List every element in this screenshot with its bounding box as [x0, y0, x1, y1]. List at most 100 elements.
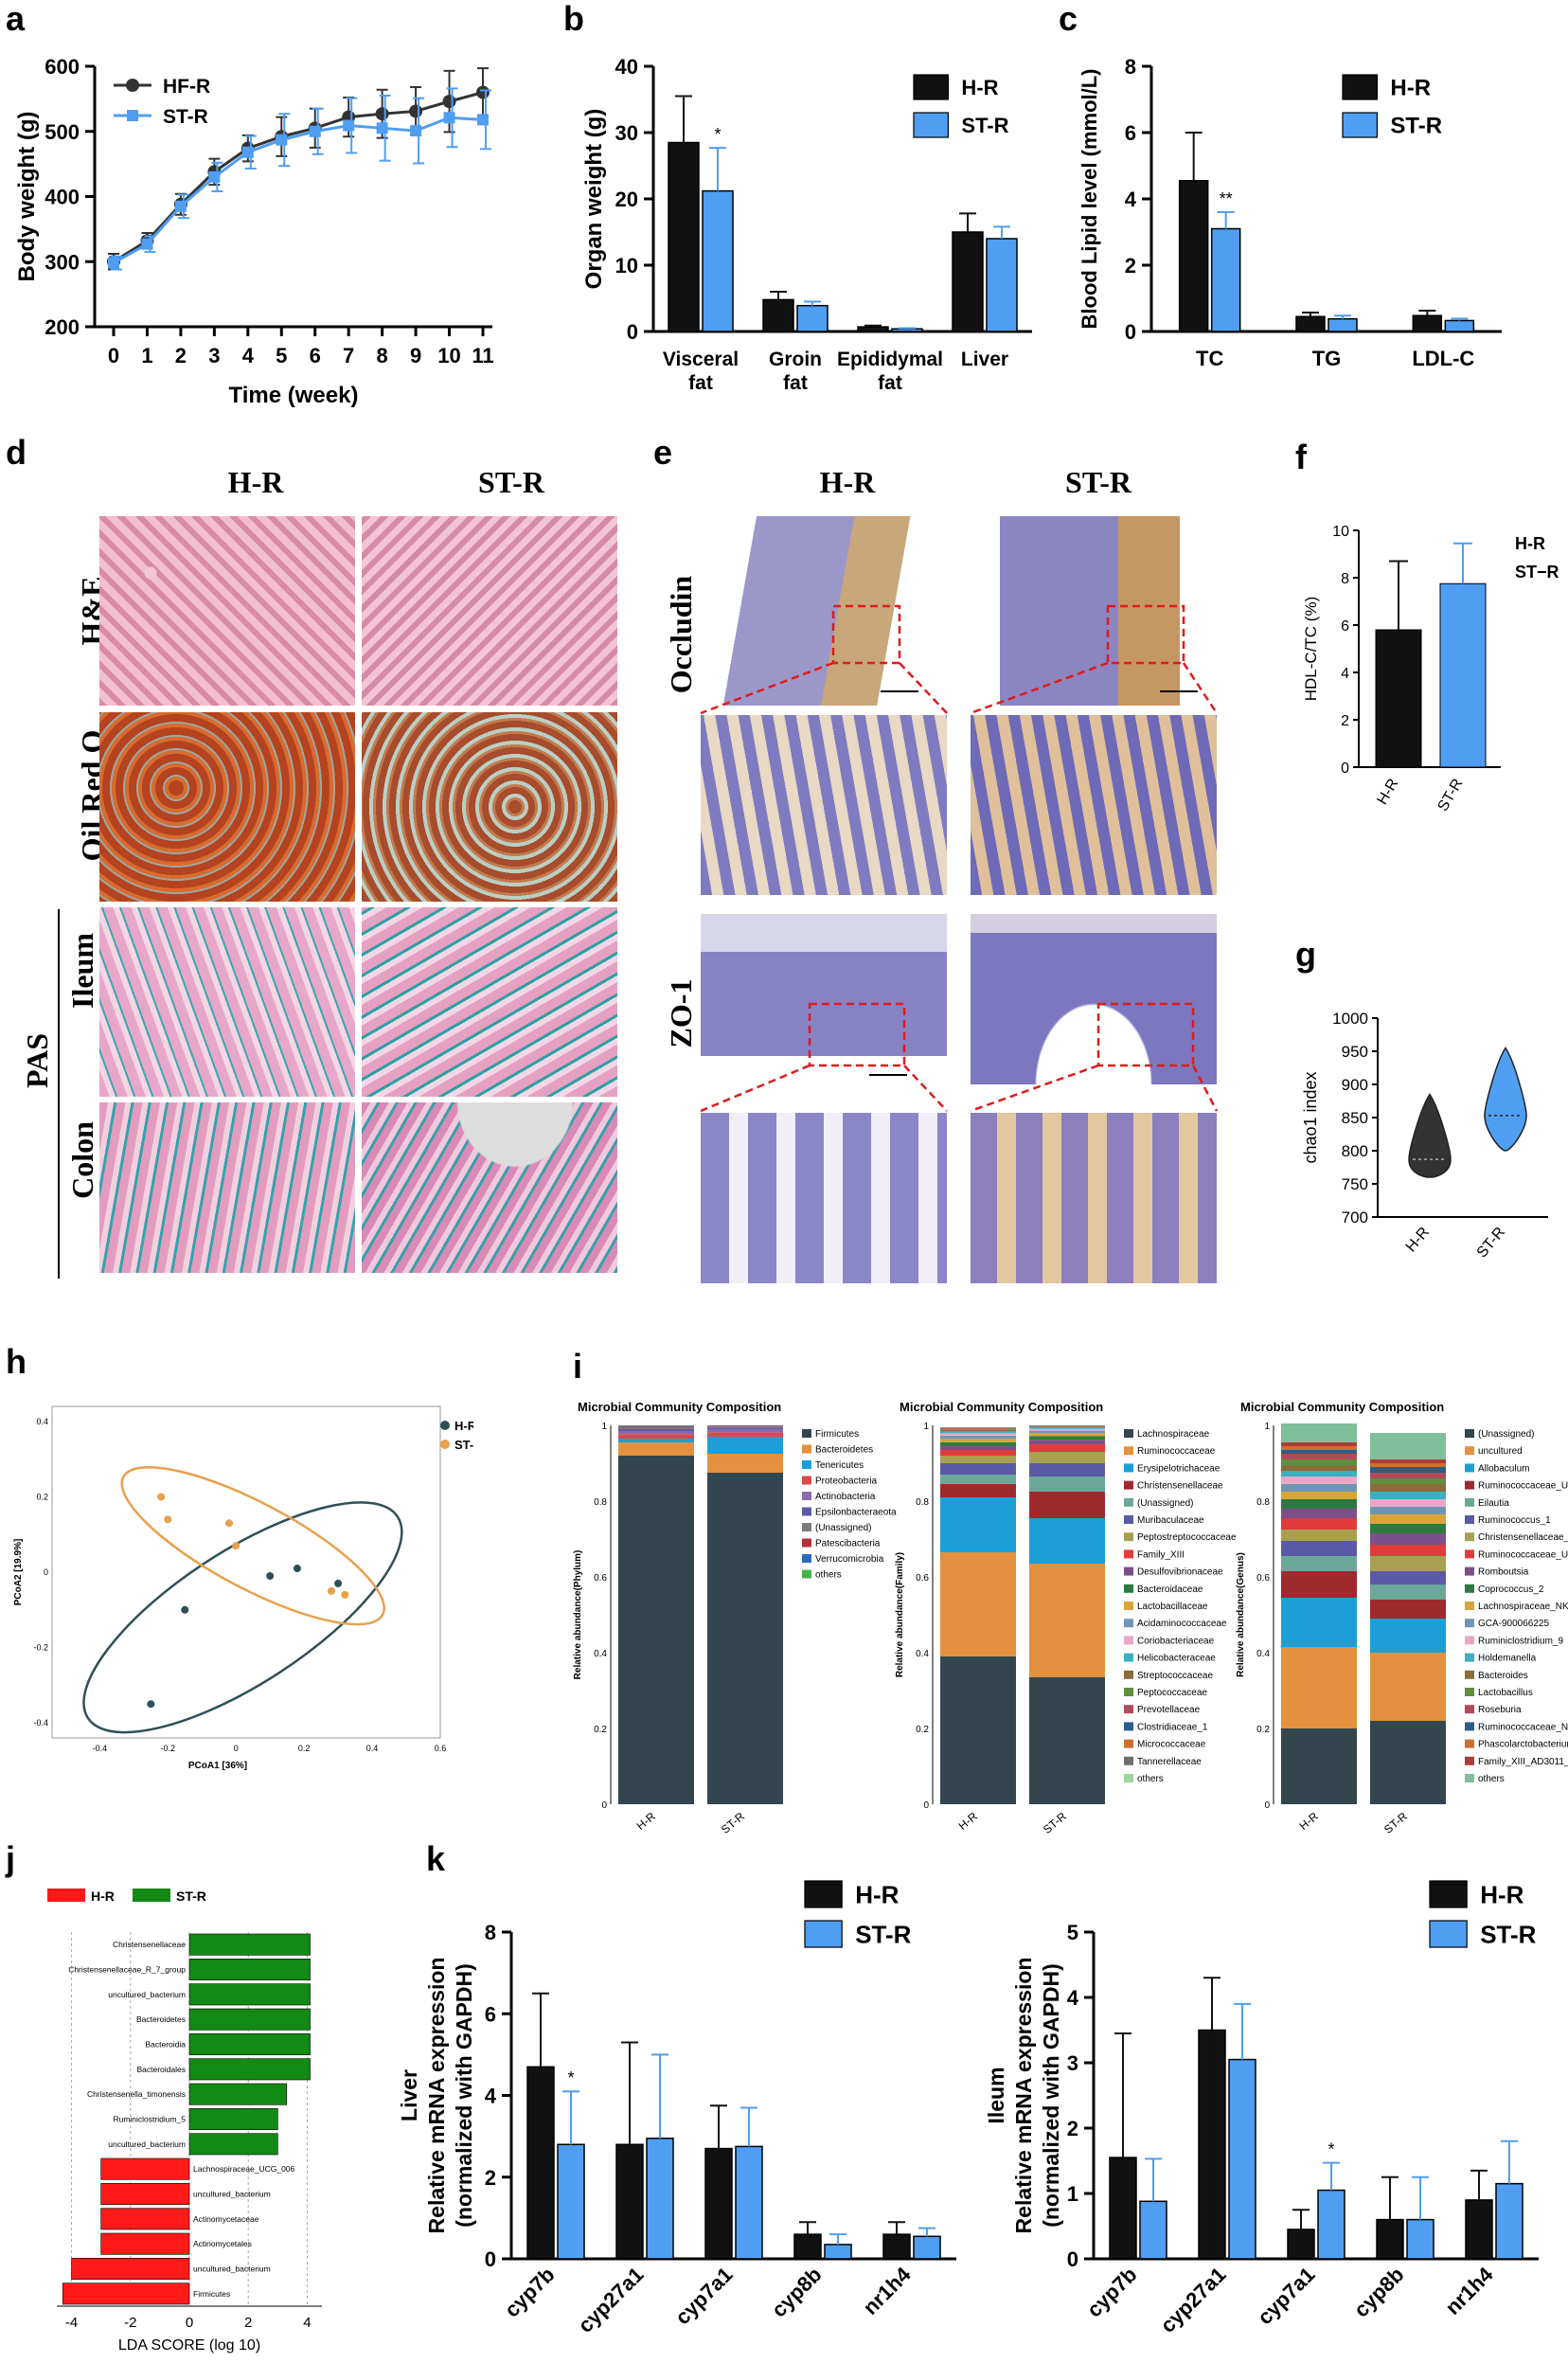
bar-ST-R [796, 304, 829, 332]
y-tick-label: 0 [1067, 2247, 1078, 2271]
legend-label: Eilautia [1478, 1498, 1509, 1509]
stacked-segment [940, 1429, 1016, 1432]
bar-ST-R [702, 189, 734, 332]
bar-H-R [1295, 315, 1326, 332]
legend-marker [440, 1421, 450, 1430]
bar-ST-R [1406, 2218, 1434, 2260]
stacked-segment [940, 1446, 1016, 1450]
x-tick-label: 7 [343, 344, 354, 367]
y-axis-label: Relative mRNA expression [424, 1958, 449, 2234]
chart-a-body-weight: 200 300 400 500 600 0 1 2 3 4 5 6 7 8 9 10 11 Time (week)… [14, 55, 494, 408]
stacked-segment [1370, 1571, 1446, 1584]
y-tick-label: 700 [1342, 1208, 1368, 1226]
y-tick-label: 0 [627, 320, 638, 344]
y-tick-label: 0 [44, 1567, 48, 1577]
stacked-segment [618, 1427, 694, 1429]
stacked-segment [1281, 1571, 1357, 1598]
stacked-segment [940, 1484, 1016, 1497]
stacked-segment [618, 1426, 694, 1428]
legend-swatch-H-R [1342, 74, 1379, 100]
bar-H-R [952, 231, 984, 332]
legend-label: Lactobacillaceae [1137, 1602, 1208, 1612]
bar-ST-R [986, 238, 1018, 332]
chart-b-organ-weight: 0 10 20 30 40 * Visceral fat Groin fat Epididymal f… [581, 55, 1032, 394]
legend-swatch [1465, 1497, 1474, 1507]
data-point-H-R [147, 1700, 155, 1709]
histology-e-row-occludin: Occludin [664, 576, 698, 694]
x-category-label: ST-R [1435, 777, 1467, 815]
legend-label: Tannerellaceae [1137, 1757, 1202, 1767]
legend-label: Micrococcaceae [1137, 1740, 1206, 1750]
y-tick-label: 3 [1067, 2051, 1078, 2075]
stacked-segment [1370, 1507, 1446, 1514]
legend-label: Actinobacteria [815, 1492, 876, 1502]
stacked-segment [940, 1456, 1016, 1463]
legend-swatch [1124, 1463, 1133, 1473]
plot-frame [51, 1405, 441, 1739]
legend-label: H-R [1480, 1880, 1523, 1908]
legend-swatch [1124, 1497, 1133, 1507]
legend-label: others [1478, 1774, 1505, 1784]
x-category-label: H-R [1375, 777, 1402, 808]
stacked-segment [940, 1450, 1016, 1456]
y-tick-label: 2 [1125, 254, 1136, 277]
data-point-HF-R [375, 107, 389, 121]
legend-label: Romboutsia [1478, 1567, 1529, 1578]
stacked-segment [1029, 1428, 1105, 1431]
legend-marker [127, 110, 138, 121]
x-category-label: nr1h4 [1440, 2262, 1498, 2319]
x-tick-label: 0.4 [366, 1744, 379, 1753]
y-tick-label: 0.6 [1256, 1573, 1270, 1584]
oilred-image-str [362, 712, 617, 902]
legend-swatch-ST-R [913, 112, 950, 138]
panel-letter-h: h [6, 1342, 27, 1381]
x-category-label: Liver [961, 349, 1008, 370]
legend-swatch [1465, 1722, 1474, 1731]
x-tick-label: 8 [377, 344, 388, 367]
y-tick-label: 1 [1264, 1422, 1270, 1432]
legend-swatch [1465, 1446, 1474, 1456]
legend-label: Patescibacteria [815, 1539, 881, 1549]
chart-title: Microbial Community Composition [1240, 1400, 1444, 1414]
lda-bar [188, 2008, 311, 2031]
oilred-image-hr [99, 712, 355, 902]
x-tick-label: 11 [472, 344, 493, 367]
chart-j-lda: H-R ST-R -4 -2 0 2 4 LDA SCORE (log 10) Christen… [47, 1889, 322, 2354]
stacked-segment [707, 1426, 783, 1428]
legend-swatch [1124, 1532, 1133, 1542]
y-tick-label: 400 [45, 186, 80, 209]
panel-letter-f: f [1295, 438, 1308, 476]
legend-label: Bacteroidaceae [1137, 1584, 1203, 1595]
stacked-segment [618, 1439, 694, 1442]
legend-label: ST-R [176, 1889, 206, 1904]
legend-swatch-ST-R [1342, 112, 1379, 138]
lda-bar-label: Christensenella_timonensis [87, 2089, 186, 2099]
stacked-segment [940, 1427, 1016, 1429]
data-point-ST-R [225, 1519, 234, 1528]
legend-label: Family_XIII [1137, 1549, 1185, 1560]
legend-label: Bacteroides [1478, 1671, 1528, 1681]
x-category-label: cyp27a1 [573, 2263, 648, 2337]
legend-swatch [1465, 1429, 1474, 1438]
lda-bar-label: Firmicutes [193, 2289, 230, 2299]
legend-label: Peptostreptococcaceae [1137, 1532, 1237, 1543]
x-category-label: Epididymal fat [837, 349, 943, 394]
bar-H-R [1287, 2229, 1315, 2260]
y-tick-label: 0.8 [594, 1497, 607, 1508]
histology-d-header-str: ST-R [478, 465, 545, 499]
x-tick-label: 2 [175, 344, 187, 367]
stacked-segment [1370, 1600, 1446, 1619]
legend-label: Coriobacteriaceae [1137, 1636, 1215, 1646]
stacked-segment [1029, 1477, 1105, 1492]
y-tick-label: 0 [923, 1800, 929, 1811]
stacked-segment [707, 1432, 783, 1437]
histology-d-group-pas: PAS [20, 1033, 54, 1088]
lda-bar-label: uncultured_bacterium [193, 2190, 271, 2199]
legend-label: HF-R [163, 76, 210, 98]
legend-label: H-R [454, 1419, 473, 1433]
x-category-label: cyp7b [500, 2263, 560, 2322]
x-category-label: cyp7b [1082, 2263, 1142, 2322]
data-point-H-R [334, 1579, 343, 1587]
x-tick-label: 0 [186, 2315, 193, 2331]
lda-bar-label: Christensenellaceae [113, 1940, 186, 1949]
